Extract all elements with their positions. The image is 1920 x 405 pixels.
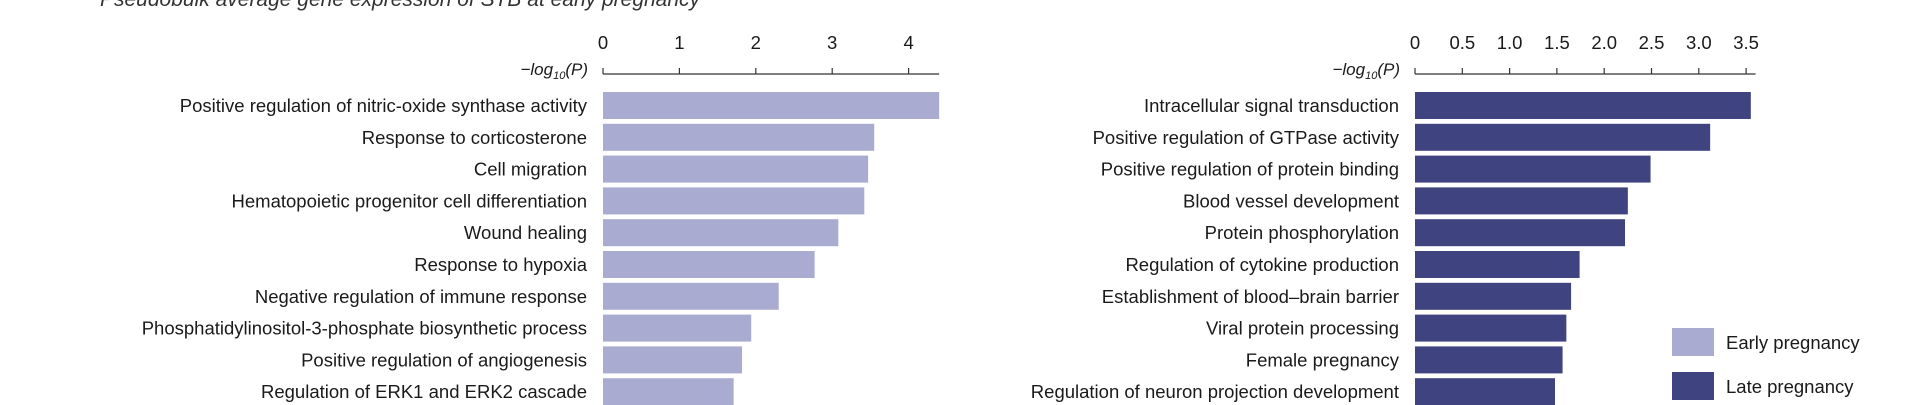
bar	[1415, 346, 1563, 374]
legend-swatch	[1672, 372, 1714, 400]
bar	[603, 219, 839, 247]
category-label: Establishment of blood–brain barrier	[1102, 286, 1399, 307]
category-label: Positive regulation of angiogenesis	[301, 349, 587, 370]
category-label: Positive regulation of protein binding	[1101, 159, 1399, 180]
bar	[603, 314, 752, 342]
x-tick-label: 3.5	[1733, 32, 1759, 53]
category-label: Positive regulation of GTPase activity	[1093, 127, 1400, 148]
x-tick-label: 0.5	[1449, 32, 1475, 53]
category-label: Blood vessel development	[1183, 190, 1399, 211]
bar	[1415, 123, 1711, 151]
bar	[1415, 282, 1572, 310]
x-tick-label: 1	[674, 32, 684, 53]
x-axis-title: −log10(P)	[1332, 60, 1400, 82]
category-label: Negative regulation of immune response	[255, 286, 587, 307]
bar	[1415, 314, 1567, 342]
bar	[1415, 378, 1556, 405]
category-label: Regulation of neuron projection developm…	[1031, 381, 1399, 402]
category-label: Phosphatidylinositol-3-phosphate biosynt…	[142, 318, 587, 339]
category-label: Intracellular signal transduction	[1144, 95, 1399, 116]
category-label: Positive regulation of nitric-oxide synt…	[180, 95, 588, 116]
bar	[603, 251, 815, 278]
category-label: Regulation of cytokine production	[1125, 254, 1399, 275]
x-axis-title: −log10(P)	[520, 60, 588, 82]
bar	[603, 92, 940, 119]
x-tick-label: 2.5	[1639, 32, 1665, 53]
category-label: Female pregnancy	[1246, 349, 1400, 370]
x-tick-label: 1.0	[1497, 32, 1523, 53]
x-tick-label: 1.5	[1544, 32, 1570, 53]
bar	[603, 378, 734, 405]
x-tick-label: 2	[751, 32, 761, 53]
bar	[1415, 155, 1651, 183]
bar	[1415, 251, 1580, 278]
x-tick-label: 4	[903, 32, 913, 53]
category-label: Wound healing	[464, 222, 587, 243]
category-label: Response to corticosterone	[362, 127, 587, 148]
legend-label: Early pregnancy	[1726, 332, 1860, 353]
category-label: Hematopoietic progenitor cell differenti…	[232, 190, 587, 211]
category-label: Response to hypoxia	[414, 254, 587, 275]
x-tick-label: 3	[827, 32, 837, 53]
bar	[603, 187, 865, 215]
bar	[1415, 219, 1626, 247]
category-label: Protein phosphorylation	[1205, 222, 1399, 243]
bar	[1415, 187, 1628, 215]
legend-label: Late pregnancy	[1726, 376, 1854, 397]
category-label: Cell migration	[474, 159, 587, 180]
bar	[1415, 92, 1751, 119]
x-tick-label: 2.0	[1591, 32, 1617, 53]
early-pregnancy-panel: 0 1 2 3 4 −log10(P) Positive regulation of nit…	[142, 32, 940, 405]
category-label: Viral protein processing	[1206, 318, 1399, 339]
legend-swatch	[1672, 328, 1714, 356]
bar	[603, 282, 779, 310]
late-pregnancy-panel: 0 0.5 1.0 1.5 2.0 2.5 3.0 3.5 −log10(P) Intracell…	[1031, 32, 1759, 405]
legend: Early pregnancy Late pregnancy	[1672, 328, 1860, 400]
x-tick-label: 0	[1410, 32, 1420, 53]
bar	[603, 155, 869, 183]
figure-caption: Pseudobulk average gene expression of ST…	[100, 0, 700, 12]
x-tick-label: 3.0	[1686, 32, 1712, 53]
bar	[603, 346, 743, 374]
category-label: Regulation of ERK1 and ERK2 cascade	[261, 381, 587, 402]
bar	[603, 123, 875, 151]
x-tick-label: 0	[598, 32, 608, 53]
